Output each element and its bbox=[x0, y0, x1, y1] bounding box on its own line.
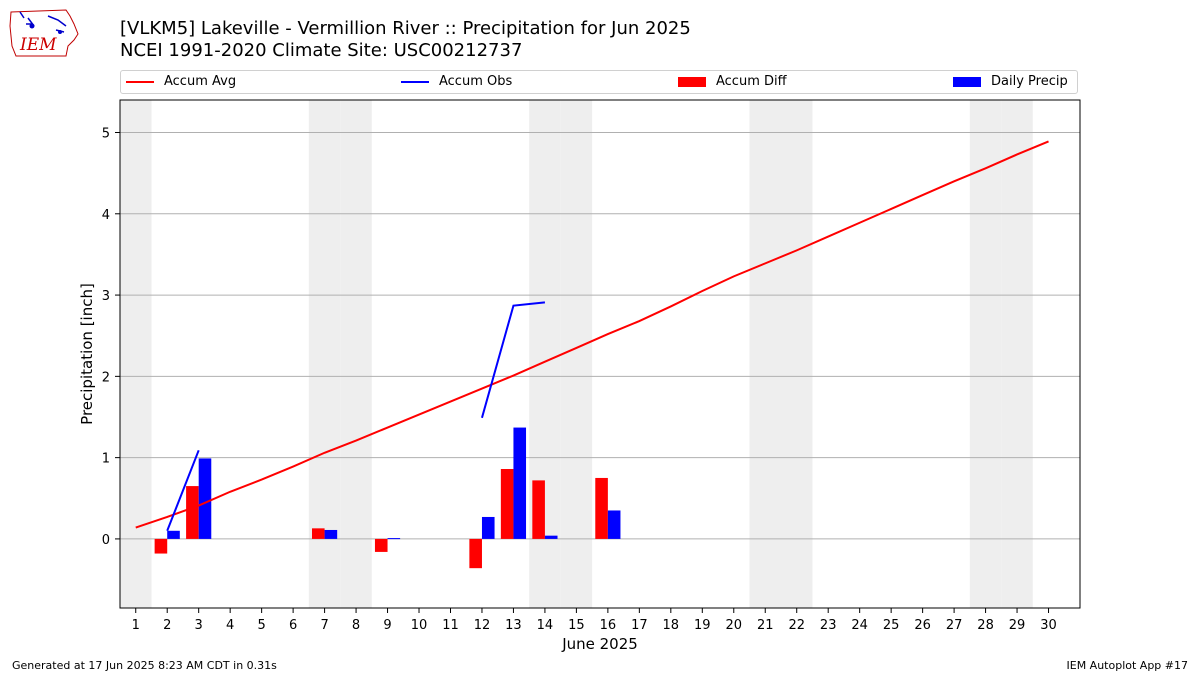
x-tick-label: 6 bbox=[289, 618, 297, 633]
accum-diff-bar bbox=[154, 538, 168, 554]
legend-swatch-accum-avg bbox=[126, 80, 154, 83]
x-tick-label: 18 bbox=[663, 618, 680, 633]
footer-generated: Generated at 17 Jun 2025 8:23 AM CDT in … bbox=[12, 659, 277, 672]
weekend-shading bbox=[120, 100, 1033, 608]
x-tick-label: 9 bbox=[383, 618, 391, 633]
x-tick-label: 22 bbox=[788, 618, 805, 633]
legend-swatch-daily-precip bbox=[953, 76, 981, 87]
y-tick-label: 4 bbox=[102, 208, 110, 223]
y-tick-label: 1 bbox=[102, 452, 110, 467]
daily-precip-bar bbox=[198, 458, 212, 539]
x-tick-label: 13 bbox=[505, 618, 522, 633]
x-tick-label: 15 bbox=[568, 618, 585, 633]
x-ticks: 1 2 3 4 5 6 7 8 9 10 11 12 13 14 15 16 17 18 19 20 21 22 23 24 2… bbox=[132, 608, 1057, 633]
x-tick-label: 17 bbox=[631, 618, 648, 633]
daily-precip-bar bbox=[607, 510, 621, 539]
x-tick-label: 11 bbox=[442, 618, 459, 633]
daily-precip-bar bbox=[387, 538, 401, 540]
x-tick-label: 7 bbox=[320, 618, 328, 633]
weekend-band bbox=[969, 100, 1002, 608]
legend-item-accum-obs: Accum Obs bbox=[401, 74, 512, 89]
title-line-1: [VLKM5] Lakeville - Vermillion River :: … bbox=[120, 18, 691, 39]
footer-app: IEM Autoplot App #17 bbox=[1066, 659, 1189, 672]
daily-precip-bar bbox=[544, 535, 558, 539]
x-tick-label: 14 bbox=[537, 618, 554, 633]
accum-diff-bar bbox=[469, 538, 482, 569]
accum-diff-bar bbox=[374, 538, 388, 552]
x-tick-label: 10 bbox=[411, 618, 428, 633]
y-tick-label: 0 bbox=[102, 533, 110, 548]
daily-precip-bar bbox=[481, 516, 495, 539]
x-tick-label: 3 bbox=[195, 618, 203, 633]
x-tick-label: 24 bbox=[851, 618, 868, 633]
bars bbox=[154, 427, 621, 569]
accum-obs-line bbox=[166, 449, 200, 532]
daily-precip-bar bbox=[324, 529, 338, 539]
weekend-band bbox=[1001, 100, 1033, 608]
accum-obs-line bbox=[481, 301, 546, 419]
weekend-band bbox=[120, 100, 152, 608]
legend-item-accum-diff: Accum Diff bbox=[678, 74, 787, 89]
x-tick-label: 28 bbox=[977, 618, 994, 633]
legend-item-accum-avg: Accum Avg bbox=[126, 74, 236, 89]
accum-diff-bar bbox=[500, 469, 514, 539]
x-tick-label: 19 bbox=[694, 618, 711, 633]
x-tick-label: 23 bbox=[820, 618, 837, 633]
chart-title: [VLKM5] Lakeville - Vermillion River :: … bbox=[120, 18, 691, 62]
x-tick-label: 29 bbox=[1009, 618, 1026, 633]
accum-diff-bar bbox=[595, 477, 608, 539]
x-tick-label: 5 bbox=[257, 618, 265, 633]
plot-frame bbox=[119, 99, 1081, 609]
iem-logo: IEM bbox=[8, 6, 80, 60]
accum-diff-bar bbox=[532, 480, 545, 539]
legend-swatch-accum-diff bbox=[678, 76, 706, 87]
x-tick-label: 25 bbox=[883, 618, 900, 633]
y-ticks: 0 1 2 3 4 5 bbox=[102, 127, 120, 548]
y-tick-label: 3 bbox=[102, 289, 110, 304]
weekend-band bbox=[308, 100, 341, 608]
legend-label-accum-avg: Accum Avg bbox=[164, 74, 237, 89]
title-line-2: NCEI 1991-2020 Climate Site: USC00212737 bbox=[120, 40, 523, 61]
weekend-band bbox=[560, 100, 593, 608]
weekend-band bbox=[749, 100, 781, 608]
legend: Accum Avg Accum Obs Accum Diff Daily Pre… bbox=[120, 70, 1078, 94]
legend-label-daily-precip: Daily Precip bbox=[991, 74, 1068, 89]
legend-swatch-accum-obs bbox=[401, 80, 429, 83]
x-tick-label: 8 bbox=[352, 618, 360, 633]
daily-precip-bar bbox=[513, 427, 527, 539]
x-tick-label: 30 bbox=[1040, 618, 1057, 633]
weekend-band bbox=[780, 100, 813, 608]
accum-diff-bar bbox=[312, 528, 325, 539]
svg-text:IEM: IEM bbox=[19, 35, 57, 55]
y-axis-label: Precipitation [inch] bbox=[78, 283, 96, 425]
legend-item-daily-precip: Daily Precip bbox=[953, 74, 1068, 89]
x-tick-label: 16 bbox=[600, 618, 617, 633]
lines bbox=[135, 140, 1049, 532]
x-tick-label: 12 bbox=[474, 618, 491, 633]
x-tick-label: 21 bbox=[757, 618, 774, 633]
daily-precip-bar bbox=[167, 530, 180, 539]
x-tick-label: 1 bbox=[132, 618, 140, 633]
x-tick-label: 2 bbox=[163, 618, 171, 633]
x-axis-label: June 2025 bbox=[561, 635, 638, 653]
legend-label-accum-diff: Accum Diff bbox=[716, 74, 787, 89]
weekend-band bbox=[340, 100, 372, 608]
x-tick-label: 26 bbox=[914, 618, 931, 633]
legend-label-accum-obs: Accum Obs bbox=[439, 74, 513, 89]
x-tick-label: 27 bbox=[946, 618, 963, 633]
x-tick-label: 20 bbox=[725, 618, 742, 633]
x-tick-label: 4 bbox=[226, 618, 234, 633]
accum-diff-bar bbox=[186, 486, 199, 539]
accum-avg-line bbox=[135, 140, 1049, 529]
y-tick-label: 5 bbox=[102, 127, 110, 142]
y-tick-label: 2 bbox=[102, 370, 110, 385]
